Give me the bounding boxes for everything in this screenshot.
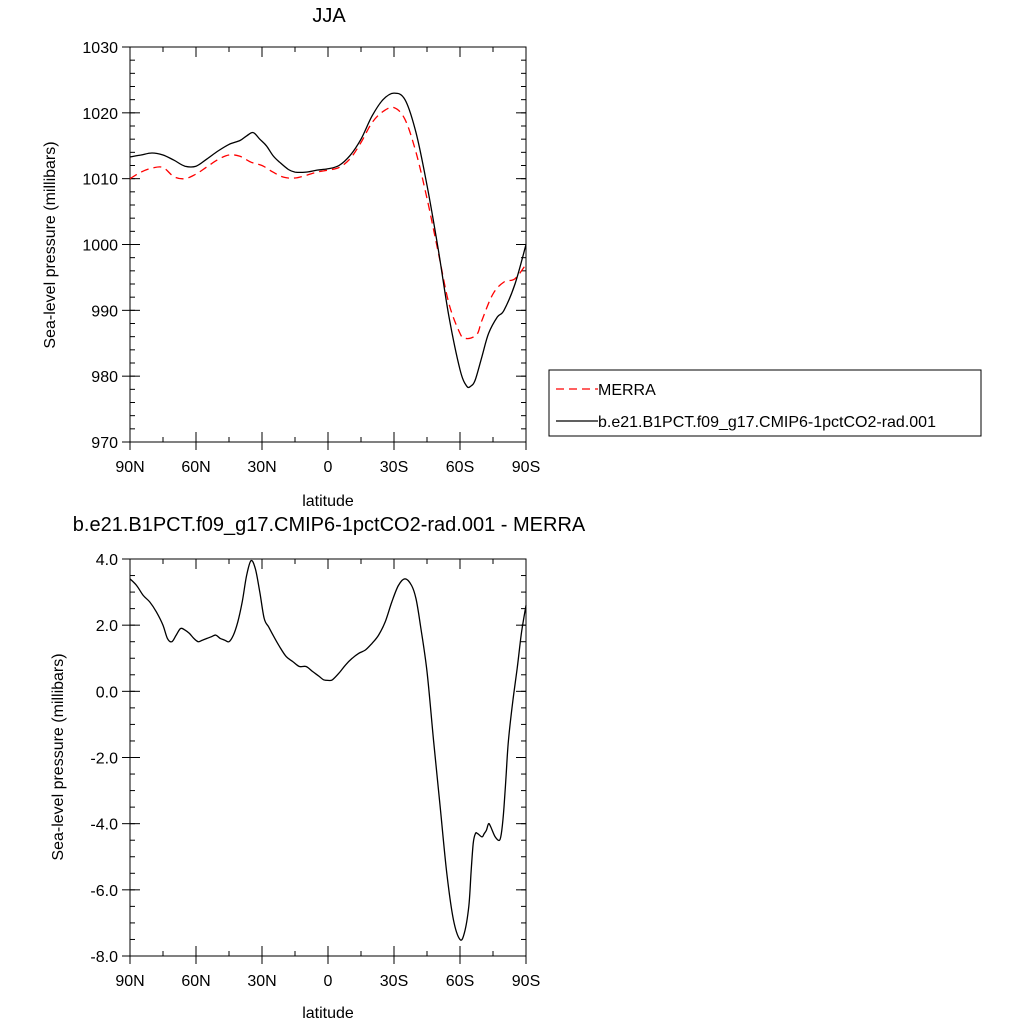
bottom-y-tick-label: 4.0 [96, 552, 118, 569]
top-y-tick-label: 1030 [82, 40, 118, 57]
legend: MERRA b.e21.B1PCT.f09_g17.CMIP6-1pctCO2-… [548, 369, 982, 437]
top-series-line-b-e21-b1pct-f09-g17-cmip6-1pctco2-rad-001 [129, 92, 527, 389]
bottom-y-tick-label: -2.0 [90, 751, 118, 768]
bottom-x-tick-label: 30N [247, 973, 276, 990]
top-x-tick-label: 0 [324, 459, 333, 476]
top-y-tick-label: 1020 [82, 106, 118, 123]
bottom-y-axis-label: Sea-level pressure (millibars) [50, 653, 67, 860]
bottom-x-tick-label: 60N [181, 973, 210, 990]
top-y-tick-label: 980 [91, 369, 118, 386]
legend-label-merra: MERRA [598, 382, 656, 399]
top-panel: JJA 970 980 990 1000 1010 1020 1030 90N 60N 30N 0 3… [42, 5, 540, 510]
bottom-x-tick-label: 90N [115, 973, 144, 990]
top-x-tick-label: 60S [446, 459, 474, 476]
bottom-axis-ticks: -8.0 -6.0 -4.0 -2.0 0.0 2.0 4.0 90N 60N 30N 0 30S 60… [90, 552, 540, 990]
bottom-y-tick-label: 2.0 [96, 618, 118, 635]
top-y-tick-label: 970 [91, 435, 118, 452]
top-chart-title: JJA [312, 5, 346, 27]
top-axis-ticks: 970 980 990 1000 1010 1020 1030 90N 60N 30N 0 30S 60… [82, 40, 540, 476]
top-y-tick-label: 1000 [82, 238, 118, 255]
top-x-tick-label: 30S [380, 459, 408, 476]
bottom-x-tick-label: 0 [324, 973, 333, 990]
bottom-x-axis-label: latitude [302, 1005, 354, 1022]
top-y-tick-label: 990 [91, 303, 118, 320]
bottom-y-tick-label: -6.0 [90, 883, 118, 900]
top-y-axis-label: Sea-level pressure (millibars) [42, 141, 59, 348]
bottom-y-tick-label: -8.0 [90, 949, 118, 966]
top-x-tick-label: 90S [512, 459, 540, 476]
bottom-panel: b.e21.B1PCT.f09_g17.CMIP6-1pctCO2-rad.00… [50, 514, 586, 1022]
legend-box [548, 369, 982, 437]
top-x-axis-label: latitude [302, 493, 354, 510]
bottom-series-lines [129, 559, 527, 941]
bottom-y-tick-label: -4.0 [90, 817, 118, 834]
top-x-tick-label: 60N [181, 459, 210, 476]
legend-label-model: b.e21.B1PCT.f09_g17.CMIP6-1pctCO2-rad.00… [598, 414, 936, 431]
top-y-tick-label: 1010 [82, 172, 118, 189]
bottom-chart-title: b.e21.B1PCT.f09_g17.CMIP6-1pctCO2-rad.00… [73, 514, 586, 536]
top-x-tick-label: 30N [247, 459, 276, 476]
bottom-x-tick-label: 60S [446, 973, 474, 990]
top-series-lines [129, 92, 527, 389]
bottom-x-tick-label: 30S [380, 973, 408, 990]
bottom-y-tick-label: 0.0 [96, 684, 118, 701]
top-x-tick-label: 90N [115, 459, 144, 476]
bottom-x-tick-label: 90S [512, 973, 540, 990]
top-series-line-merra [129, 106, 527, 340]
bottom-series-line-difference [129, 559, 527, 941]
